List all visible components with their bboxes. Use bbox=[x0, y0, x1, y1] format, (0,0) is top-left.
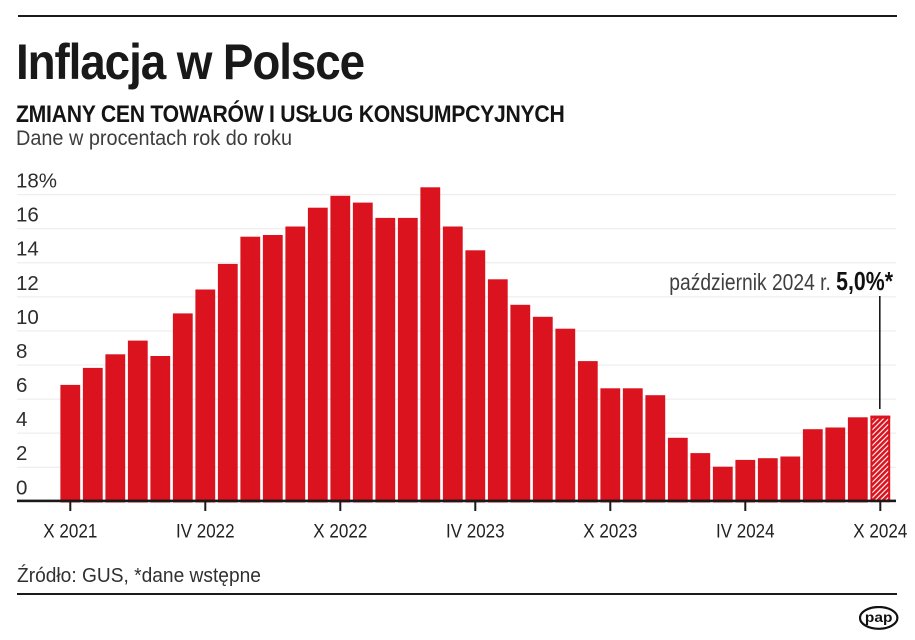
svg-text:4: 4 bbox=[16, 408, 27, 431]
svg-text:10: 10 bbox=[16, 306, 39, 329]
svg-text:14: 14 bbox=[16, 238, 39, 261]
svg-text:X 2024: X 2024 bbox=[853, 521, 907, 543]
svg-text:16: 16 bbox=[16, 204, 39, 227]
svg-text:IV 2023: IV 2023 bbox=[446, 521, 505, 543]
svg-text:6: 6 bbox=[16, 374, 27, 397]
svg-text:X 2023: X 2023 bbox=[583, 521, 637, 543]
svg-text:2: 2 bbox=[16, 442, 27, 465]
svg-text:październik 2024 r. 5,0%*: październik 2024 r. 5,0%* bbox=[669, 266, 893, 296]
svg-text:12: 12 bbox=[16, 272, 39, 295]
svg-text:IV 2024: IV 2024 bbox=[716, 521, 775, 543]
svg-text:18%: 18% bbox=[16, 170, 57, 193]
svg-text:pap: pap bbox=[865, 609, 893, 624]
svg-text:8: 8 bbox=[16, 340, 27, 363]
svg-text:X 2022: X 2022 bbox=[313, 521, 367, 543]
svg-text:IV 2022: IV 2022 bbox=[176, 521, 235, 543]
svg-text:X 2021: X 2021 bbox=[43, 521, 97, 543]
svg-text:0: 0 bbox=[16, 476, 27, 499]
